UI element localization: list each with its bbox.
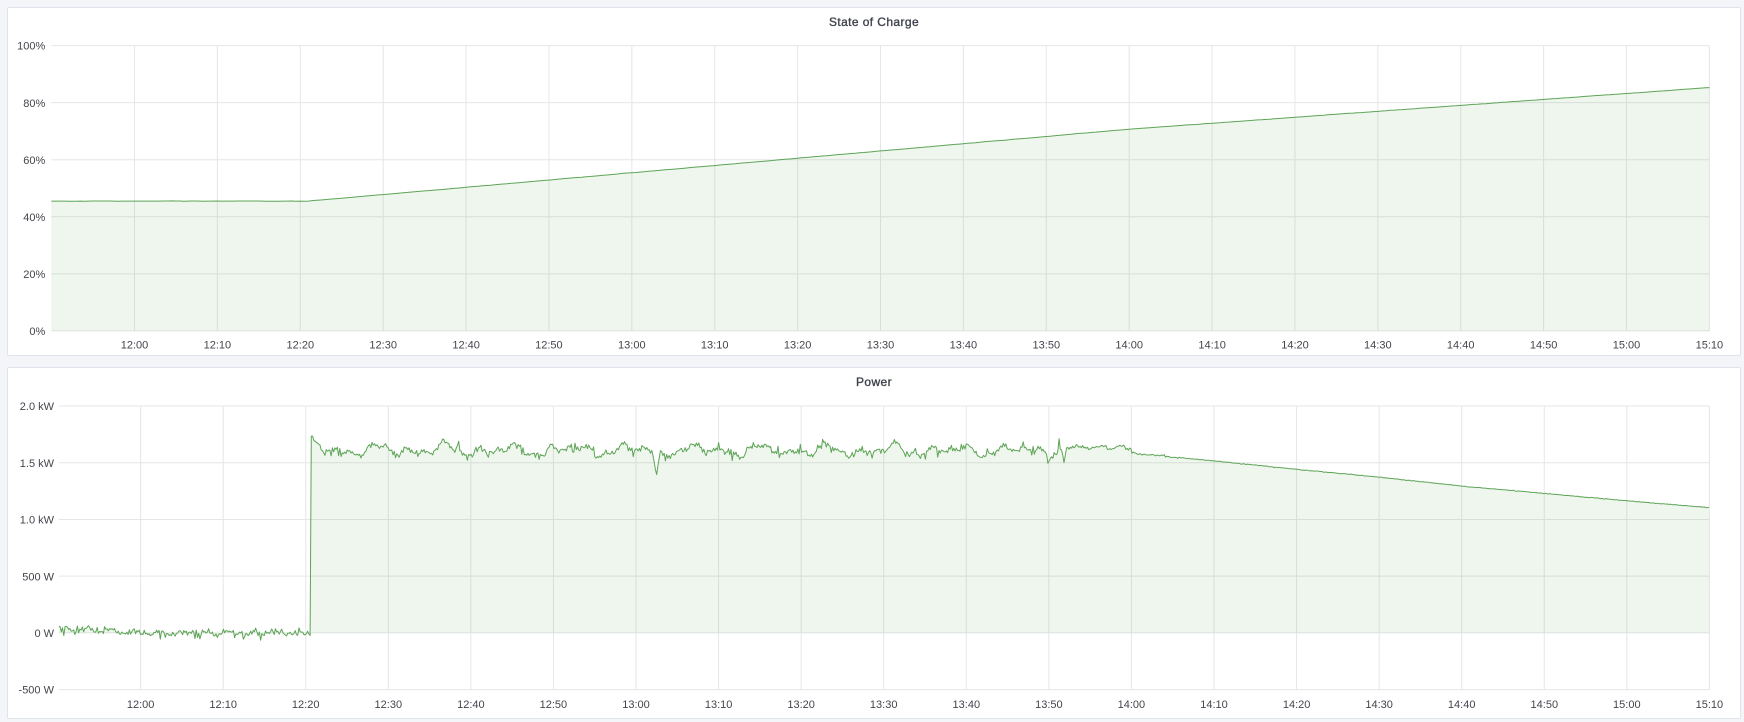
svg-text:60%: 60% bbox=[23, 155, 45, 167]
svg-text:14:30: 14:30 bbox=[1365, 699, 1393, 711]
svg-text:14:00: 14:00 bbox=[1115, 339, 1143, 351]
svg-text:13:10: 13:10 bbox=[701, 339, 729, 351]
svg-text:14:50: 14:50 bbox=[1531, 699, 1559, 711]
svg-text:12:40: 12:40 bbox=[457, 699, 485, 711]
svg-text:13:30: 13:30 bbox=[870, 699, 898, 711]
svg-text:15:10: 15:10 bbox=[1696, 699, 1724, 711]
svg-text:1.5 kW: 1.5 kW bbox=[20, 458, 55, 470]
svg-text:12:50: 12:50 bbox=[535, 339, 563, 351]
svg-text:15:00: 15:00 bbox=[1613, 699, 1641, 711]
svg-text:14:30: 14:30 bbox=[1364, 339, 1392, 351]
svg-text:12:20: 12:20 bbox=[292, 699, 320, 711]
svg-text:14:50: 14:50 bbox=[1530, 339, 1558, 351]
svg-text:15:10: 15:10 bbox=[1696, 339, 1724, 351]
svg-text:12:00: 12:00 bbox=[127, 699, 155, 711]
svg-text:13:00: 13:00 bbox=[622, 699, 650, 711]
svg-text:14:20: 14:20 bbox=[1281, 339, 1309, 351]
svg-text:13:40: 13:40 bbox=[950, 339, 978, 351]
svg-text:-500 W: -500 W bbox=[19, 685, 55, 697]
svg-text:40%: 40% bbox=[23, 212, 45, 224]
svg-text:12:30: 12:30 bbox=[375, 699, 403, 711]
svg-text:13:50: 13:50 bbox=[1035, 699, 1063, 711]
svg-text:12:50: 12:50 bbox=[540, 699, 568, 711]
svg-text:13:50: 13:50 bbox=[1033, 339, 1061, 351]
svg-text:0 W: 0 W bbox=[34, 628, 54, 640]
svg-text:13:20: 13:20 bbox=[784, 339, 812, 351]
svg-text:14:10: 14:10 bbox=[1198, 339, 1226, 351]
svg-text:15:00: 15:00 bbox=[1613, 339, 1641, 351]
svg-text:13:40: 13:40 bbox=[953, 699, 981, 711]
svg-text:12:10: 12:10 bbox=[204, 339, 232, 351]
svg-text:1.0 kW: 1.0 kW bbox=[20, 515, 55, 527]
svg-text:2.0 kW: 2.0 kW bbox=[20, 401, 55, 413]
svg-text:0%: 0% bbox=[29, 326, 45, 338]
svg-text:14:40: 14:40 bbox=[1447, 339, 1475, 351]
svg-text:12:40: 12:40 bbox=[452, 339, 480, 351]
svg-text:12:00: 12:00 bbox=[121, 339, 149, 351]
svg-text:20%: 20% bbox=[23, 269, 45, 281]
svg-text:13:30: 13:30 bbox=[867, 339, 895, 351]
svg-text:80%: 80% bbox=[23, 98, 45, 110]
svg-text:12:30: 12:30 bbox=[369, 339, 397, 351]
svg-text:500 W: 500 W bbox=[22, 571, 54, 583]
svg-text:12:10: 12:10 bbox=[209, 699, 237, 711]
svg-text:13:20: 13:20 bbox=[787, 699, 815, 711]
svg-text:12:20: 12:20 bbox=[287, 339, 315, 351]
svg-text:13:10: 13:10 bbox=[705, 699, 733, 711]
svg-text:14:40: 14:40 bbox=[1448, 699, 1476, 711]
svg-text:14:10: 14:10 bbox=[1200, 699, 1228, 711]
svg-text:14:00: 14:00 bbox=[1118, 699, 1146, 711]
svg-text:14:20: 14:20 bbox=[1283, 699, 1311, 711]
svg-text:13:00: 13:00 bbox=[618, 339, 646, 351]
svg-text:100%: 100% bbox=[17, 41, 45, 53]
